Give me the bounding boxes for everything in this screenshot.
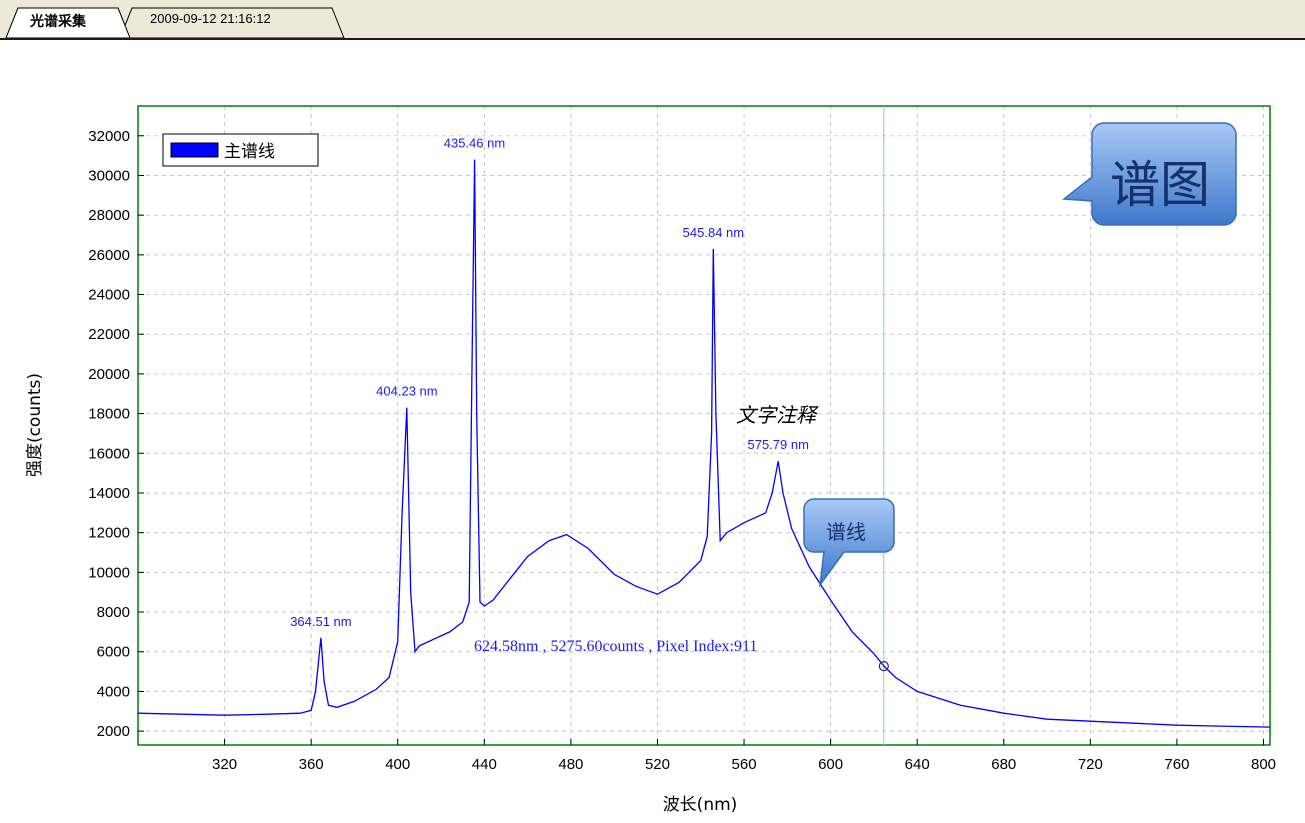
x-tick-label: 440: [472, 756, 497, 773]
x-tick-label: 520: [645, 756, 670, 773]
x-tick-label: 680: [991, 756, 1016, 773]
y-tick-label: 24000: [88, 287, 130, 304]
y-tick-label: 16000: [88, 445, 130, 462]
peak-labels: 364.51 nm 404.23 nm 435.46 nm 545.84 nm 575.…: [290, 136, 809, 629]
x-tick-label: 400: [385, 756, 410, 773]
y-tick-label: 18000: [88, 406, 130, 423]
y-tick-label: 4000: [97, 683, 130, 700]
tab-baseline: [0, 38, 1305, 40]
legend-entry-main: 主谱线: [224, 142, 275, 162]
y-tick-label: 2000: [97, 723, 130, 740]
x-tick-label: 600: [818, 756, 843, 773]
cursor-readout: 624.58nm , 5275.60counts , Pixel Index:9…: [474, 638, 757, 655]
x-tick-label: 760: [1164, 756, 1189, 773]
y-tick-label: 26000: [88, 247, 130, 264]
y-tick-label: 28000: [88, 207, 130, 224]
x-axis-ticks: 320 360 400 440 480 520 560 600 640 680 720 760 800: [212, 739, 1276, 773]
y-tick-label: 20000: [88, 366, 130, 383]
y-tick-label: 14000: [88, 485, 130, 502]
y-axis-ticks: 2000 4000 6000 8000 10000 12000 14000 16000 1800…: [88, 128, 144, 740]
peak-label: 545.84 nm: [683, 225, 744, 240]
tab-bar: 光谱采集 2009-09-12 21:16:12: [0, 0, 1305, 40]
x-tick-label: 560: [732, 756, 757, 773]
callout-line-bubble: 谱线: [803, 498, 895, 588]
callout-line-text: 谱线: [826, 520, 866, 544]
peak-label: 364.51 nm: [290, 614, 351, 629]
x-tick-label: 800: [1251, 756, 1276, 773]
x-tick-label: 480: [558, 756, 583, 773]
plot-area-border: [137, 105, 1271, 746]
legend-swatch: [170, 142, 219, 158]
series-line-main[interactable]: [137, 159, 1271, 728]
legend: 主谱线: [162, 133, 319, 167]
cursor-marker[interactable]: [878, 661, 889, 672]
y-tick-label: 12000: [88, 525, 130, 542]
tab-label-spectrum-acquisition[interactable]: 光谱采集: [30, 14, 86, 30]
peak-label: 435.46 nm: [444, 136, 505, 151]
x-axis-title: 波长(nm): [663, 795, 738, 815]
callout-chart-bubble: 谱图: [1062, 122, 1237, 226]
x-tick-label: 640: [905, 756, 930, 773]
y-tick-label: 6000: [97, 644, 130, 661]
y-tick-label: 8000: [97, 604, 130, 621]
y-tick-label: 32000: [88, 128, 130, 145]
y-axis-title: 强度(counts): [25, 373, 45, 477]
x-tick-label: 320: [212, 756, 237, 773]
callout-chart-text: 谱图: [1110, 156, 1210, 214]
text-annotation: 文字注释: [736, 403, 819, 427]
x-tick-label: 360: [299, 756, 324, 773]
tab-label-timestamp[interactable]: 2009-09-12 21:16:12: [150, 11, 271, 26]
peak-label: 404.23 nm: [376, 384, 437, 399]
x-tick-label: 720: [1078, 756, 1103, 773]
y-tick-label: 10000: [88, 564, 130, 581]
y-tick-label: 30000: [88, 167, 130, 184]
spectrum-chart[interactable]: 320 360 400 440 480 520 560 600 640 680 720 760 800 …: [0, 40, 1305, 823]
peak-label: 575.79 nm: [747, 437, 808, 452]
y-tick-label: 22000: [88, 326, 130, 343]
